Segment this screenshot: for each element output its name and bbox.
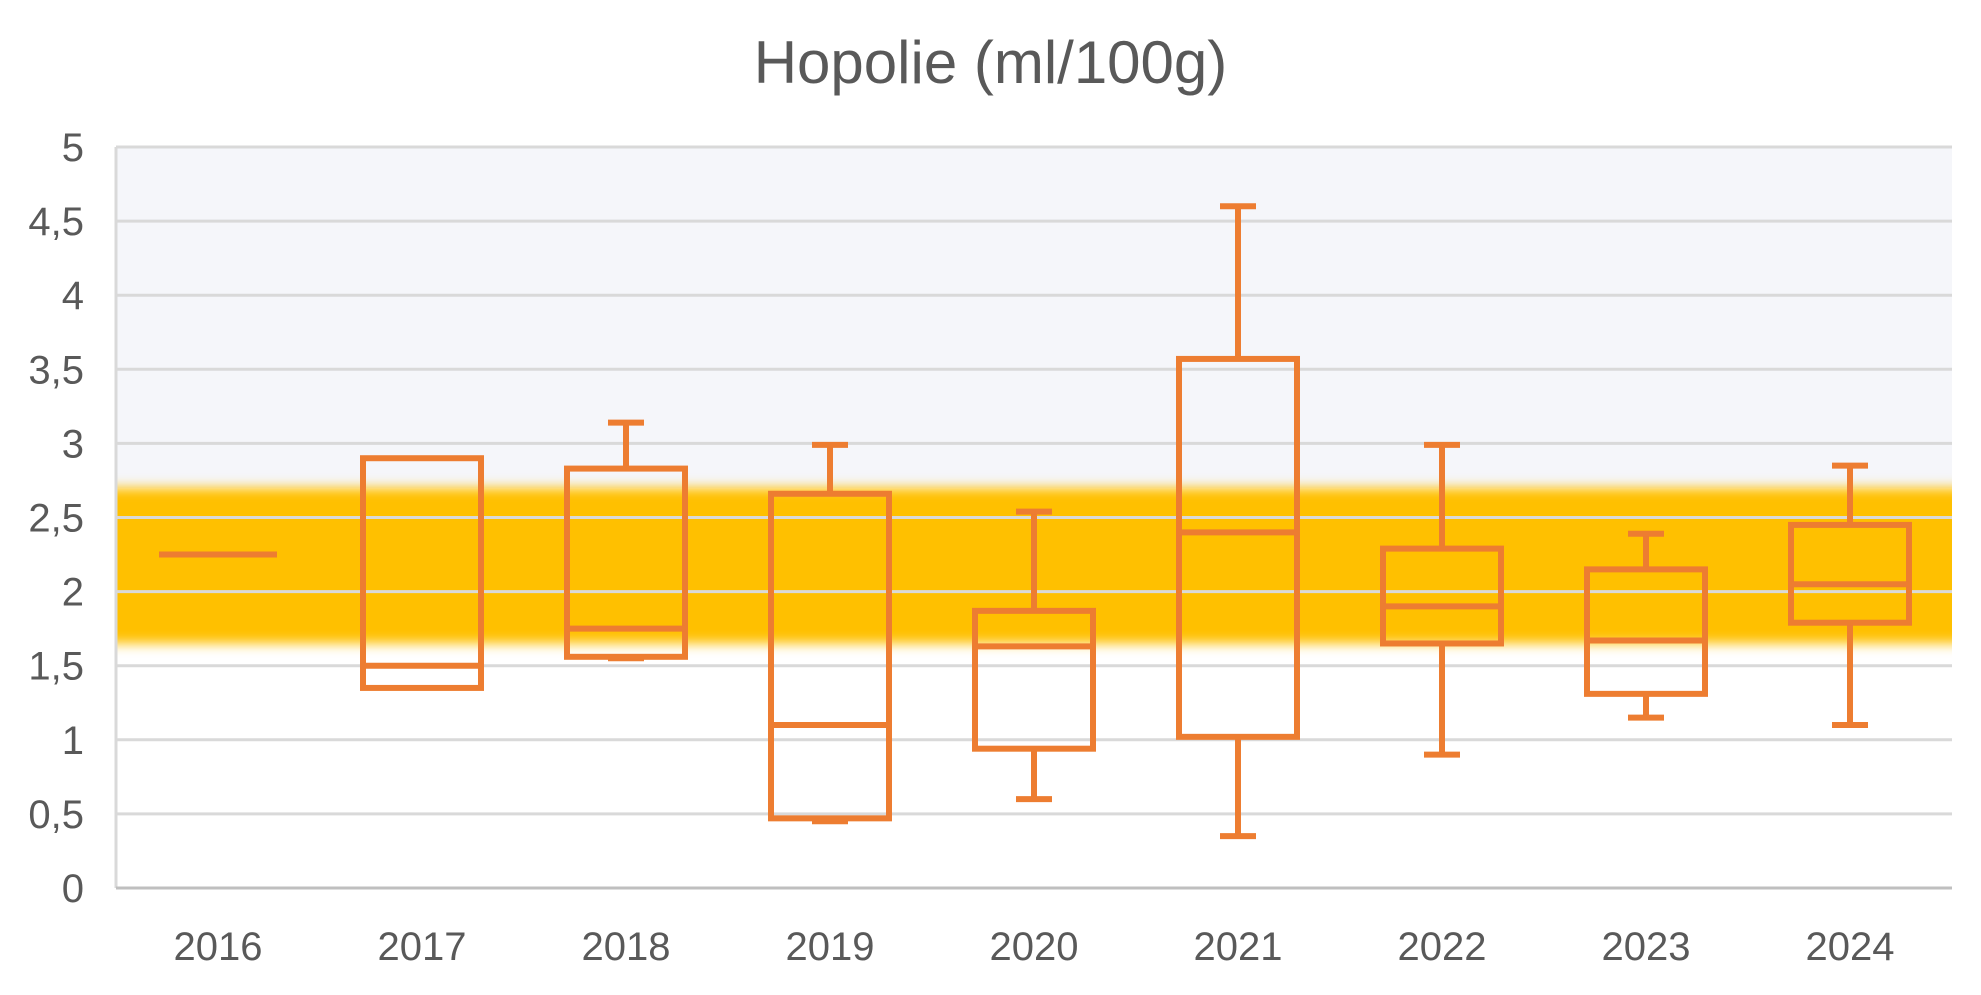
y-tick-label: 1,5: [28, 645, 84, 689]
x-tick-label: 2016: [174, 925, 263, 969]
iqr-box: [1380, 545, 1504, 647]
iqr-box: [1176, 355, 1300, 740]
y-tick-label: 4: [62, 274, 84, 318]
iqr-box: [972, 607, 1096, 752]
box-2018: [564, 419, 688, 662]
x-tick-label: 2017: [378, 925, 467, 969]
upper-region: [116, 147, 1952, 488]
box-2021: [1176, 203, 1300, 840]
box-2020: [972, 508, 1096, 803]
y-tick-label: 3,5: [28, 348, 84, 392]
x-tick-label: 2018: [582, 925, 671, 969]
iqr-box: [564, 465, 688, 660]
y-tick-label: 0,5: [28, 793, 84, 837]
y-tick-label: 5: [62, 126, 84, 170]
y-tick-label: 3: [62, 422, 84, 466]
box-2024: [1788, 462, 1912, 728]
y-tick-label: 4,5: [28, 200, 84, 244]
box-2019: [768, 441, 892, 825]
iqr-box: [360, 455, 484, 691]
x-tick-label: 2021: [1194, 925, 1283, 969]
box-2022: [1380, 441, 1504, 758]
y-tick-label: 2: [62, 571, 84, 615]
x-tick-label: 2019: [786, 925, 875, 969]
x-tick-label: 2022: [1398, 925, 1487, 969]
chart-title: Hopolie (ml/100g): [753, 29, 1228, 96]
y-tick-label: 0: [62, 867, 84, 911]
iqr-box: [768, 490, 892, 822]
box-2023: [1584, 530, 1708, 721]
y-tick-label: 2,5: [28, 497, 84, 541]
x-tick-label: 2020: [990, 925, 1079, 969]
y-tick-label: 1: [62, 719, 84, 763]
box-2017: [360, 455, 484, 691]
iqr-box: [1584, 566, 1708, 697]
x-tick-label: 2023: [1602, 925, 1691, 969]
iqr-box: [1788, 521, 1912, 626]
x-tick-label: 2024: [1806, 925, 1895, 969]
